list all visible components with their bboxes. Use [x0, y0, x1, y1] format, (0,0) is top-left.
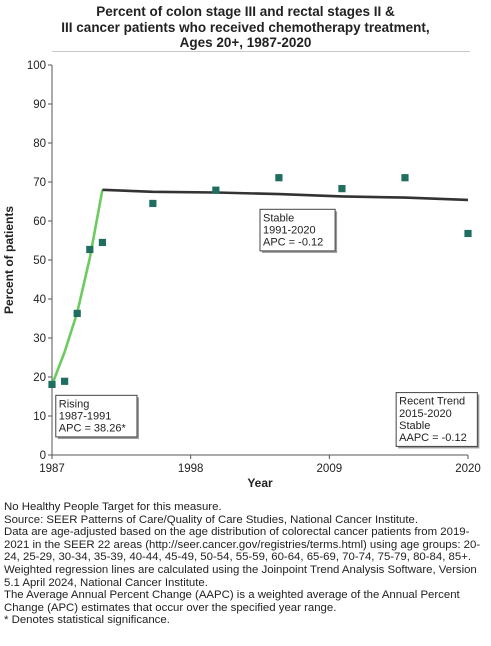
- footnote: The Average Annual Percent Change (AAPC)…: [4, 589, 460, 614]
- annotation-text: 1991-2020: [263, 225, 316, 237]
- x-tick-label: 2020: [455, 463, 481, 475]
- data-point: [73, 309, 81, 318]
- annotation-text: Rising: [59, 398, 90, 410]
- annotation-text: 1987-1991: [59, 411, 112, 423]
- data-point: [464, 229, 472, 238]
- y-tick-label: 10: [33, 411, 46, 423]
- title-divider: [52, 51, 470, 52]
- annotation-text: APC = -0.12: [263, 237, 323, 249]
- y-tick-label: 70: [33, 177, 46, 189]
- footnote: Source: SEER Patterns of Care/Quality of…: [4, 513, 419, 526]
- y-tick-label: 60: [33, 216, 46, 228]
- y-axis-label: Percent of patients: [2, 206, 16, 314]
- data-point: [86, 245, 94, 254]
- footnote: * Denotes statistical significance.: [4, 614, 170, 627]
- y-tick-label: 50: [33, 255, 46, 267]
- rising-trend-line: [50, 189, 104, 386]
- chart-title-line: Ages 20+, 1987-2020: [179, 35, 312, 50]
- data-point: [338, 185, 346, 193]
- annotation-box: [395, 392, 478, 447]
- y-tick-label: 30: [33, 333, 46, 345]
- chart-title-line: III cancer patients who received chemoth…: [61, 19, 430, 35]
- annotation-box: [55, 394, 138, 438]
- y-tick-label: 100: [27, 60, 46, 72]
- y-tick-label: 80: [33, 138, 46, 150]
- data-point: [275, 174, 283, 182]
- data-point: [212, 186, 220, 194]
- annotation-text: Recent Trend: [399, 396, 465, 408]
- x-axis-label: Year: [247, 476, 273, 490]
- y-tick-label: 0: [40, 450, 46, 462]
- y-tick-label: 20: [33, 372, 46, 384]
- y-tick-label: 40: [33, 294, 46, 306]
- data-point: [48, 380, 56, 389]
- annotation-text: AAPC = -0.12: [399, 432, 467, 444]
- footnotes: No Healthy People Target for this measur…: [4, 501, 488, 627]
- footnote: Data are age-adjusted based on the age d…: [4, 526, 481, 564]
- data-point: [61, 377, 69, 385]
- data-point: [98, 238, 107, 247]
- x-tick-label: 1987: [39, 463, 65, 475]
- footnote: No Healthy People Target for this measur…: [4, 501, 222, 513]
- x-tick-label: 2009: [317, 463, 343, 475]
- chart-title-line: Percent of colon stage III and rectal st…: [96, 4, 395, 19]
- y-tick-label: 90: [33, 99, 46, 111]
- annotation-text: Stable: [263, 212, 294, 224]
- chart-plot: 0 10 20 30 40 50 60 70 80 90 100 1987 1998 2009 2020 Ye…: [2, 60, 481, 490]
- data-point: [149, 199, 157, 208]
- footnote: Weighted regression lines are calculated…: [4, 563, 477, 589]
- stable-trend-line: [102, 188, 469, 202]
- x-tick-label: 1998: [178, 463, 204, 475]
- annotation-text: Stable: [399, 420, 430, 432]
- annotation-text: 2015-2020: [399, 408, 452, 420]
- annotation-text: APC = 38.26*: [59, 423, 127, 435]
- annotation-box: [259, 208, 336, 252]
- data-point: [401, 174, 409, 182]
- chart-title: Percent of colon stage III and rectal st…: [0, 4, 491, 51]
